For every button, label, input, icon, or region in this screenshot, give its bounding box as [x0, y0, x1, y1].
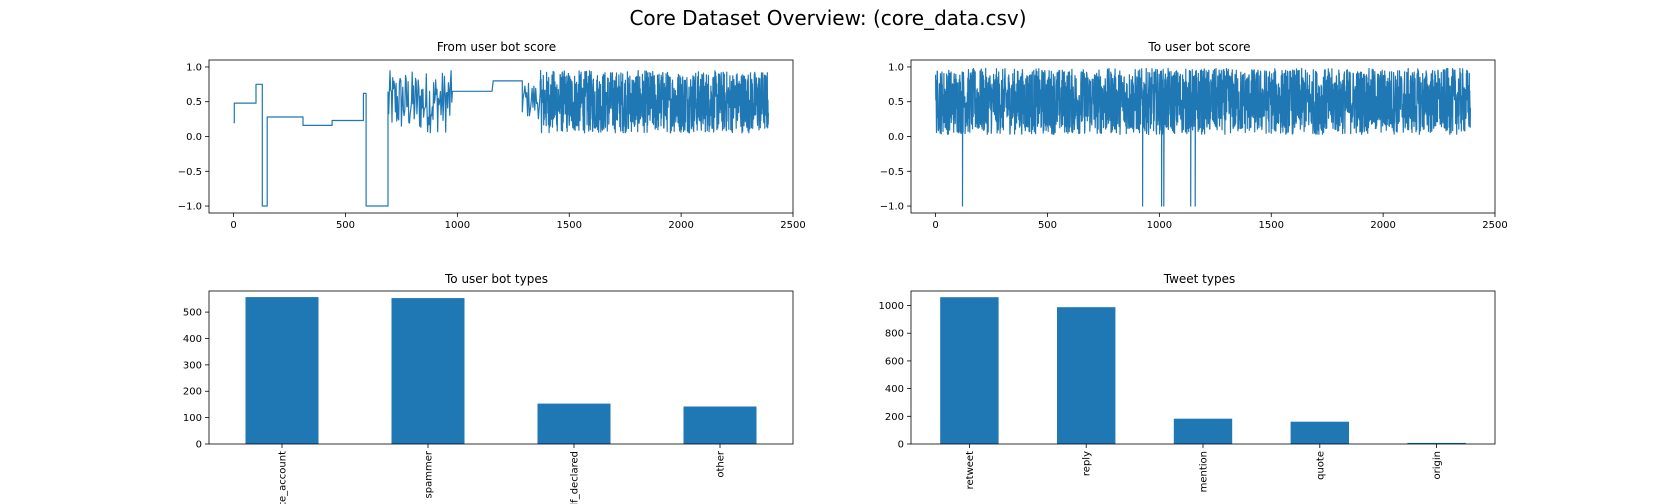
y-tick-label: 0	[196, 440, 202, 451]
bar	[391, 298, 465, 444]
x-tick-label: 1500	[1259, 220, 1284, 231]
y-tick-label: −1.0	[178, 202, 202, 213]
y-tick-label: −0.5	[880, 167, 904, 178]
chart-title: To user bot score	[1147, 40, 1250, 54]
x-tick-label: lf_declared	[570, 451, 581, 504]
x-tick-label: te_account	[278, 451, 289, 504]
y-tick-label: 200	[183, 387, 202, 398]
to-user-bot-score-chart: To user bot score 0 500 1000 1500 2000 2500 −1…	[880, 40, 1508, 231]
to-user-bot-types-chart: To user bot types te_account spammer lf_de…	[183, 272, 794, 504]
x-tick-label: 2500	[1482, 220, 1507, 231]
bar	[1290, 421, 1349, 444]
y-tick-label: 1.0	[888, 62, 904, 73]
axes-frame	[910, 59, 1496, 214]
x-tick-label: 0	[230, 220, 236, 231]
x-tick-label: 1000	[1147, 220, 1172, 231]
x-tick-label: 2500	[780, 220, 805, 231]
bar	[940, 297, 999, 444]
y-tick-label: 400	[885, 384, 904, 395]
x-tick-label: spammer	[424, 450, 435, 498]
y-tick-label: 500	[183, 308, 202, 319]
chart-title: To user bot types	[444, 272, 548, 286]
chart-title: From user bot score	[437, 40, 556, 54]
y-tick-label: 1000	[879, 301, 904, 312]
y-tick-label: 1.0	[186, 62, 202, 73]
y-tick-label: 200	[885, 412, 904, 423]
series-line	[935, 67, 1471, 207]
tweet-types-chart: Tweet types retweet reply mention quote orig…	[879, 272, 1496, 492]
x-tick-label: 1500	[557, 220, 582, 231]
bar	[1407, 442, 1466, 444]
from-user-bot-score-chart: From user bot score 0 500 1000 1500 2000 2500…	[178, 40, 806, 231]
axes-frame	[208, 290, 794, 445]
y-tick-label: 0.5	[888, 97, 904, 108]
y-tick-label: 0.5	[186, 97, 202, 108]
bar	[537, 403, 611, 444]
y-tick-label: 0.0	[186, 132, 202, 143]
bar	[245, 297, 319, 444]
series-line	[233, 70, 769, 207]
bar	[1173, 418, 1233, 444]
x-tick-label: mention	[1199, 451, 1210, 492]
y-tick-label: 800	[885, 329, 904, 340]
x-tick-label: 1000	[445, 220, 470, 231]
y-tick-label: 400	[183, 334, 202, 345]
y-tick-label: −0.5	[178, 167, 202, 178]
bar	[683, 406, 757, 444]
chart-title: Tweet types	[1163, 272, 1236, 286]
axes-frame	[208, 59, 794, 214]
figure-title: Core Dataset Overview: (core_data.csv)	[629, 6, 1026, 30]
x-tick-label: quote	[1315, 451, 1326, 480]
y-tick-label: 100	[183, 413, 202, 424]
y-tick-label: 300	[183, 360, 202, 371]
y-tick-label: 600	[885, 356, 904, 367]
axes-frame	[910, 290, 1496, 445]
x-tick-label: 2000	[668, 220, 693, 231]
y-tick-label: 0	[898, 440, 904, 451]
x-tick-label: origin	[1432, 451, 1443, 479]
x-tick-label: retweet	[965, 451, 976, 489]
y-tick-label: 0.0	[888, 132, 904, 143]
x-tick-label: 2000	[1370, 220, 1395, 231]
bar	[1057, 307, 1116, 444]
x-tick-label: 0	[932, 220, 938, 231]
x-tick-label: 500	[1038, 220, 1057, 231]
x-tick-label: other	[716, 450, 727, 478]
y-tick-label: −1.0	[880, 202, 904, 213]
x-tick-label: reply	[1082, 451, 1093, 476]
x-tick-label: 500	[336, 220, 355, 231]
